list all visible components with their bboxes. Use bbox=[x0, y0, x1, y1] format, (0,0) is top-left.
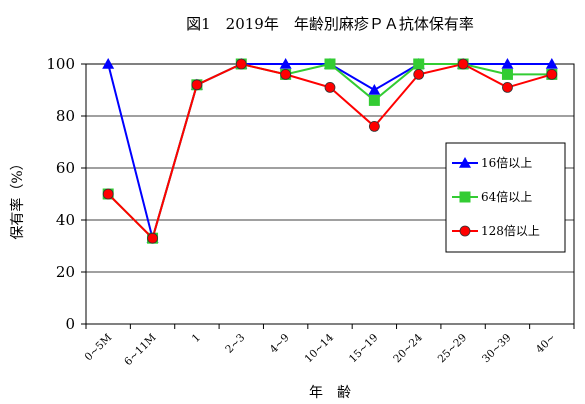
data-point bbox=[413, 69, 425, 80]
y-axis-ticks: 0 20 40 60 80 100 bbox=[46, 55, 86, 333]
data-point bbox=[368, 94, 380, 106]
x-tick-label: 6~11M bbox=[122, 331, 159, 368]
legend: 16倍以上 64倍以上 128倍以上 bbox=[445, 142, 566, 253]
data-point bbox=[102, 188, 114, 200]
data-point bbox=[235, 58, 247, 70]
data-point bbox=[457, 58, 469, 70]
x-tick-label: 0~5M bbox=[83, 331, 115, 363]
chart-title: 図1 2019年 年齢別麻疹ＰＡ抗体保有率 bbox=[186, 15, 474, 33]
legend-label: 16倍以上 bbox=[481, 155, 532, 170]
x-tick-label: 10~14 bbox=[303, 331, 337, 365]
legend-label: 128倍以上 bbox=[481, 223, 540, 238]
y-axis-label: 保有率（%） bbox=[9, 156, 26, 239]
legend-item: 128倍以上 bbox=[452, 223, 540, 238]
data-point bbox=[368, 121, 380, 132]
y-tick-label: 80 bbox=[56, 107, 75, 125]
data-point bbox=[368, 84, 381, 95]
data-point bbox=[324, 58, 336, 70]
x-axis-label: 年 齢 bbox=[309, 385, 351, 401]
x-axis-ticks: 0~5M 6~11M 1 2~3 4~9 10~14 15~19 20~24 25~29 30~3… bbox=[83, 324, 575, 368]
data-point bbox=[502, 82, 513, 93]
x-tick-label: 25~29 bbox=[436, 332, 470, 366]
x-tick-label: 4~9 bbox=[268, 332, 292, 356]
data-point bbox=[279, 58, 292, 69]
data-point bbox=[501, 68, 513, 80]
x-tick-label: 2~3 bbox=[223, 332, 247, 356]
x-tick-label: 20~24 bbox=[391, 331, 425, 365]
y-tick-label: 60 bbox=[56, 159, 75, 177]
data-point bbox=[546, 69, 558, 80]
y-tick-label: 20 bbox=[56, 263, 75, 281]
data-point bbox=[545, 58, 558, 69]
data-point bbox=[413, 58, 425, 70]
legend-marker bbox=[459, 157, 471, 168]
legend-marker bbox=[459, 225, 471, 237]
legend-item: 64倍以上 bbox=[452, 189, 532, 204]
legend-item: 16倍以上 bbox=[452, 155, 532, 170]
x-tick-label: 1 bbox=[190, 332, 203, 345]
y-tick-label: 40 bbox=[56, 211, 75, 229]
x-tick-label: 40~ bbox=[534, 332, 558, 356]
series-3 bbox=[102, 58, 558, 244]
data-point bbox=[501, 58, 514, 69]
series-layer bbox=[102, 58, 558, 244]
data-point bbox=[191, 79, 203, 91]
x-tick-label: 15~19 bbox=[347, 332, 381, 366]
x-tick-label: 30~39 bbox=[480, 332, 514, 366]
y-tick-label: 100 bbox=[46, 55, 75, 73]
data-point bbox=[324, 82, 336, 93]
data-point bbox=[147, 232, 158, 244]
legend-label: 64倍以上 bbox=[481, 189, 532, 204]
data-point bbox=[102, 58, 115, 69]
legend-marker bbox=[459, 191, 471, 203]
data-point bbox=[280, 69, 292, 80]
y-tick-label: 0 bbox=[65, 315, 75, 333]
